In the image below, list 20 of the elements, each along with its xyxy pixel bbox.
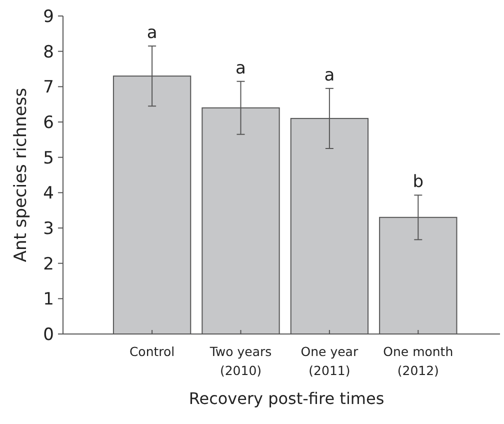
y-tick-label: 2	[43, 254, 54, 274]
y-tick-label: 9	[43, 6, 54, 27]
y-tick-label: 8	[43, 42, 54, 62]
y-tick-label: 7	[43, 78, 54, 98]
y-tick-label: 6	[43, 112, 54, 133]
x-tick-label: One year (2011)	[300, 344, 359, 378]
x-tick-label: Two years (2010)	[208, 344, 272, 378]
y-axis-title: Ant species richness	[11, 88, 31, 262]
x-tick-label: One month (2012)	[383, 344, 454, 378]
annotation: a	[236, 58, 246, 78]
x-axis-title: Recovery post-fire times	[188, 389, 384, 408]
y-tick-label: 1	[43, 290, 54, 310]
annotation: a	[324, 65, 335, 86]
y-tick-label: 4	[43, 184, 54, 204]
y-tick-label: 0	[43, 324, 54, 345]
y-tick-label: 3	[43, 218, 54, 239]
annotation: a	[146, 23, 158, 44]
annotation: b	[412, 172, 424, 192]
y-tick-label: 5	[43, 148, 54, 168]
x-tick-label: Control	[129, 344, 175, 359]
